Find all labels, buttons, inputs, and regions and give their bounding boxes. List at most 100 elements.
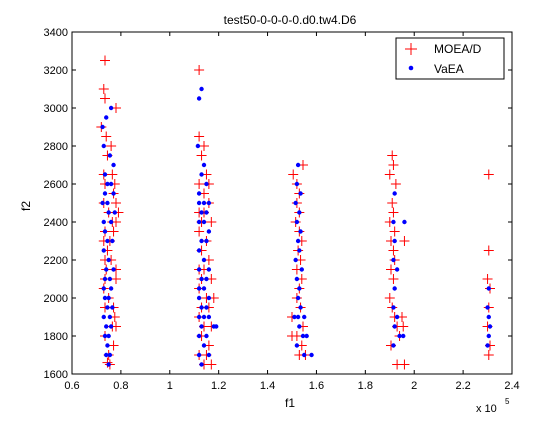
moead-point [196,150,207,161]
vaea-point [110,305,115,310]
vaea-point [196,267,202,272]
vaea-point [101,286,106,291]
vaea-point [292,314,297,320]
vaea-point [295,162,301,168]
vaea-point [102,172,108,177]
vaea-point [392,238,397,244]
vaea-point [101,314,106,320]
vaea-point [111,191,116,196]
vaea-point [196,352,202,358]
vaea-point [105,200,110,206]
moead-point [483,350,494,360]
vaea-point [106,333,111,339]
moead-point [399,359,410,370]
moead-point [398,321,409,332]
vaea-point [204,305,209,310]
vaea-point [206,295,212,301]
vaea-point [195,143,201,149]
vaea-point [199,238,204,244]
y-tick-label: 3000 [44,103,68,115]
x-tick-label: 2.4 [504,380,519,392]
x-axis-label: f1 [285,396,295,410]
moead-point [387,150,398,161]
moead-point [100,55,110,66]
vaea-point [105,343,110,348]
vaea-point [106,210,111,215]
vaea-point [104,324,109,329]
moead-point [388,245,399,256]
vaea-point [298,229,303,234]
x-tick-label: 0.6 [64,380,79,392]
vaea-point [204,333,209,339]
moead-point [111,198,121,208]
y-tick-label: 1600 [44,369,68,381]
vaea-point [486,333,491,339]
vaea-point [392,191,397,196]
vaea-point [104,267,109,272]
moead-point [108,340,119,351]
vaea-point [196,286,202,291]
vaea-point [293,257,298,263]
chart-title: test50-0-0-0-0.d0.tw4.D6 [224,13,357,27]
x-tick-label: 1.2 [211,380,226,392]
vaea-point [486,286,491,291]
moead-point [111,274,121,284]
moead-point [199,141,209,151]
vaea-point [295,238,301,244]
vaea-point [204,210,209,215]
x-axis-multiplier: x 10 [476,403,497,415]
moead-point [106,141,117,151]
vaea-point [206,229,212,234]
legend-marker-moead [405,43,417,55]
vaea-point [108,105,114,111]
moead-point [288,169,299,180]
vaea-point [201,314,207,320]
vaea-point [402,219,407,225]
vaea-point [102,191,108,196]
vaea-point [294,343,300,348]
x-tick-label: 2.2 [455,380,470,392]
x-tick-label: 1.8 [358,380,373,392]
x-tick-label: 2 [411,380,417,392]
vaea-point [302,314,307,320]
legend-item-moead: MOEA/D [405,42,482,56]
legend-item-vaea: VaEA [408,62,464,76]
vaea-point [107,153,113,158]
vaea-point [391,343,396,348]
vaea-point [110,238,115,244]
moead-point [482,274,493,284]
vaea-point [108,286,114,291]
y-tick-label: 3400 [44,27,68,39]
vaea-point [392,286,397,291]
moead-point [101,131,112,142]
moead-point [194,179,205,189]
moead-point [206,217,217,227]
vaea-point [394,314,400,320]
vaea-point [297,286,302,291]
vaea-point [295,314,301,320]
moead-point [386,264,396,275]
vaea-point [199,276,204,282]
series-vaea [100,86,493,367]
vaea-point [100,124,105,130]
moead-point [483,169,494,180]
vaea-point [294,219,300,225]
vaea-point [196,191,202,196]
series-moead [96,55,495,370]
vaea-point [204,181,209,187]
moead-point [388,274,399,284]
moead-point [287,331,297,341]
vaea-point [102,333,108,339]
moead-point [108,226,119,237]
vaea-point [300,333,306,339]
vaea-point [108,219,114,225]
vaea-point [391,219,396,225]
vaea-point [206,200,212,206]
vaea-point [196,333,202,339]
moead-point [388,160,399,170]
vaea-point [298,305,303,310]
moead-point [389,226,400,237]
vaea-point [112,210,117,215]
